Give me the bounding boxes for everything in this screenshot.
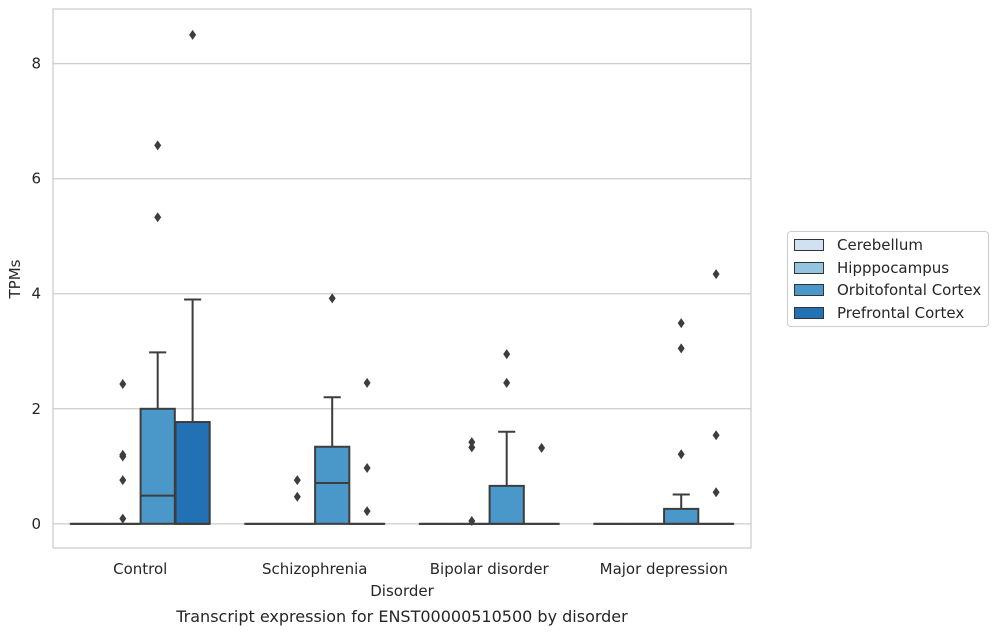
outlier-point: [119, 451, 127, 462]
box-body: [488, 484, 525, 525]
box-prefrontal-cortex: [697, 269, 735, 525]
legend-swatch: [794, 284, 824, 296]
outlier-point: [293, 491, 301, 502]
legend-swatch: [794, 306, 824, 319]
box-groups: [69, 29, 735, 526]
y-tick-labels: 0 2 4 6 8: [31, 55, 41, 533]
chart-caption: Transcript expression for ENST0000051050…: [175, 607, 628, 626]
legend-item: Cerebellum: [794, 235, 923, 255]
legend-item: Prefrontal Cortex: [794, 303, 964, 323]
outlier-point: [363, 463, 371, 474]
outlier-point: [293, 475, 301, 486]
outlier-point: [119, 379, 127, 390]
outlier-point: [468, 442, 476, 453]
outlier-point: [712, 430, 720, 441]
box-orbitofontal-cortex: [139, 140, 176, 525]
outlier-point: [154, 212, 162, 223]
plot-frame: [52, 8, 752, 549]
box-hipppocampus: [453, 437, 490, 526]
outlier-point: [677, 343, 685, 354]
legend-label: Orbitofontal Cortex: [837, 281, 982, 299]
legend-swatch: [794, 239, 824, 251]
box-body: [139, 407, 176, 525]
legend-swatch: [794, 261, 824, 274]
outlier-point: [503, 377, 511, 388]
box-orbitofontal-cortex: [314, 293, 351, 525]
outlier-point: [363, 377, 371, 388]
box-orbitofontal-cortex: [488, 349, 525, 525]
x-tick-label: Bipolar disorder: [430, 560, 550, 578]
box-prefrontal-cortex: [348, 377, 386, 525]
y-tick-label: 8: [31, 55, 41, 73]
x-axis-label: Disorder: [370, 582, 434, 600]
outlier-point: [468, 515, 476, 526]
y-tick-label: 6: [31, 170, 41, 188]
legend-item: Hipppocampus: [794, 258, 949, 278]
box-body: [314, 445, 351, 525]
outlier-point: [119, 475, 127, 486]
box-hipppocampus: [279, 475, 316, 525]
box-body: [174, 421, 211, 525]
legend-item: Orbitofontal Cortex: [794, 280, 981, 300]
x-tick-label: Major depression: [600, 560, 728, 578]
box-prefrontal-cortex: [174, 29, 211, 525]
outlier-point: [328, 293, 336, 304]
outlier-point: [154, 140, 162, 151]
outlier-point: [119, 513, 127, 524]
legend: Cerebellum Hipppocampus Orbitofontal Corte…: [787, 231, 989, 327]
outlier-point: [677, 449, 685, 460]
outlier-point: [363, 506, 371, 517]
y-axis-label: TPMs: [6, 259, 24, 299]
box-body: [663, 507, 700, 525]
y-tick-label: 0: [31, 515, 41, 533]
outlier-point: [712, 269, 720, 280]
box-hipppocampus: [104, 379, 141, 525]
y-tick-label: 4: [31, 285, 41, 303]
box-orbitofontal-cortex: [663, 318, 700, 525]
outlier-point: [468, 437, 476, 448]
y-tick-label: 2: [31, 400, 41, 418]
box-prefrontal-cortex: [523, 442, 560, 525]
x-tick-label: Control: [113, 560, 167, 578]
outlier-point: [503, 349, 511, 360]
outlier-point: [538, 442, 546, 453]
legend-label: Prefrontal Cortex: [837, 303, 965, 322]
outlier-point: [677, 318, 685, 329]
outlier-point: [712, 487, 720, 498]
legend-label: Cerebellum: [837, 236, 923, 254]
x-tick-label: Schizophrenia: [262, 560, 367, 578]
outlier-point: [189, 29, 197, 40]
legend-label: Hipppocampus: [837, 258, 950, 277]
x-tick-labels: Control Schizophrenia Bipolar disorder Majo…: [113, 560, 728, 578]
